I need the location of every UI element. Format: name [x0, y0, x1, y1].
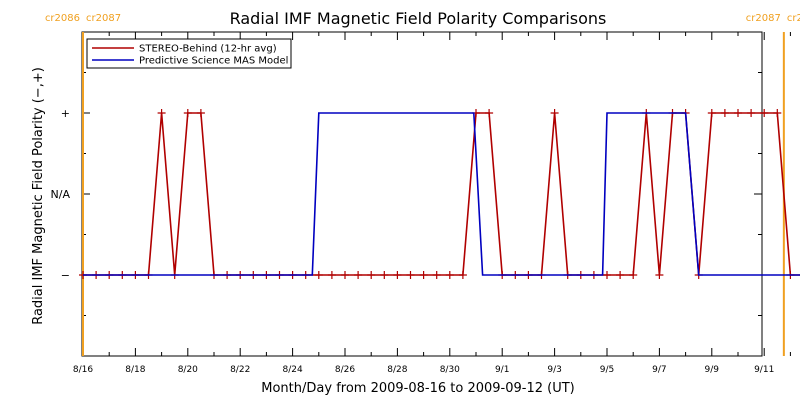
carrington-label-right: cr2088: [787, 13, 800, 24]
data-point: [406, 271, 415, 279]
x-tick-label: 8/22: [230, 365, 250, 375]
x-axis-label: Month/Day from 2009-08-16 to 2009-09-12 …: [261, 381, 574, 396]
legend-label: Predictive Science MAS Model: [139, 56, 288, 67]
x-tick-label: 9/3: [547, 365, 561, 375]
y-tick-label: −: [61, 269, 70, 282]
x-tick-label: 8/30: [440, 365, 460, 375]
x-tick-label: 9/9: [705, 365, 720, 375]
data-point: [157, 109, 166, 117]
data-point: [183, 109, 192, 117]
data-point: [616, 271, 625, 279]
data-point: [445, 271, 454, 279]
chart-title: Radial IMF Magnetic Field Polarity Compa…: [230, 9, 607, 28]
y-tick-label: N/A: [51, 188, 71, 201]
data-point: [367, 271, 376, 279]
data-point: [655, 271, 664, 279]
x-tick-label: 8/24: [282, 365, 302, 375]
data-point: [419, 271, 428, 279]
y-axis-label: Radial IMF Magnetic Field Polarity (−,+): [31, 67, 46, 325]
legend: STEREO-Behind (12-hr avg)Predictive Scie…: [86, 38, 292, 69]
x-tick-label: 8/28: [387, 365, 407, 375]
x-tick-label: 8/20: [178, 365, 198, 375]
data-point: [380, 271, 389, 279]
legend-label: STEREO-Behind (12-hr avg): [139, 44, 277, 55]
x-tick-label: 8/18: [125, 365, 145, 375]
x-tick-label: 9/1: [495, 365, 509, 375]
data-point: [747, 109, 756, 117]
data-point: [314, 271, 323, 279]
data-point: [720, 109, 729, 117]
data-point: [432, 271, 441, 279]
data-point: [196, 109, 205, 117]
y-tick-label: +: [61, 107, 70, 120]
data-point: [760, 109, 769, 117]
carrington-label-left: cr2086: [45, 13, 80, 24]
x-tick-label: 9/7: [652, 365, 666, 375]
x-tick-label: 9/5: [600, 365, 614, 375]
x-tick-label: 8/26: [335, 365, 355, 375]
carrington-label-right: cr2087: [86, 13, 121, 24]
data-point: [734, 109, 742, 117]
data-point: [458, 271, 467, 279]
legend-frame: [86, 38, 292, 69]
series-line-1: [83, 112, 800, 276]
data-point: [550, 109, 559, 117]
data-point: [603, 271, 611, 279]
data-point: [354, 271, 363, 279]
data-point: [393, 271, 402, 279]
data-point: [327, 271, 336, 279]
data-point: [341, 271, 349, 279]
x-tick-label: 8/16: [73, 365, 93, 375]
data-point: [485, 109, 494, 117]
carrington-label-left: cr2087: [746, 13, 781, 24]
x-tick-label: 9/11: [754, 365, 774, 375]
data-point: [629, 271, 638, 279]
plot-area: − N/A +8/16 8/18 8/20 8/22 8/24 8/26 8/28 8/30 9/1…: [45, 13, 800, 375]
data-point: [707, 109, 716, 117]
data-point: [773, 109, 782, 117]
